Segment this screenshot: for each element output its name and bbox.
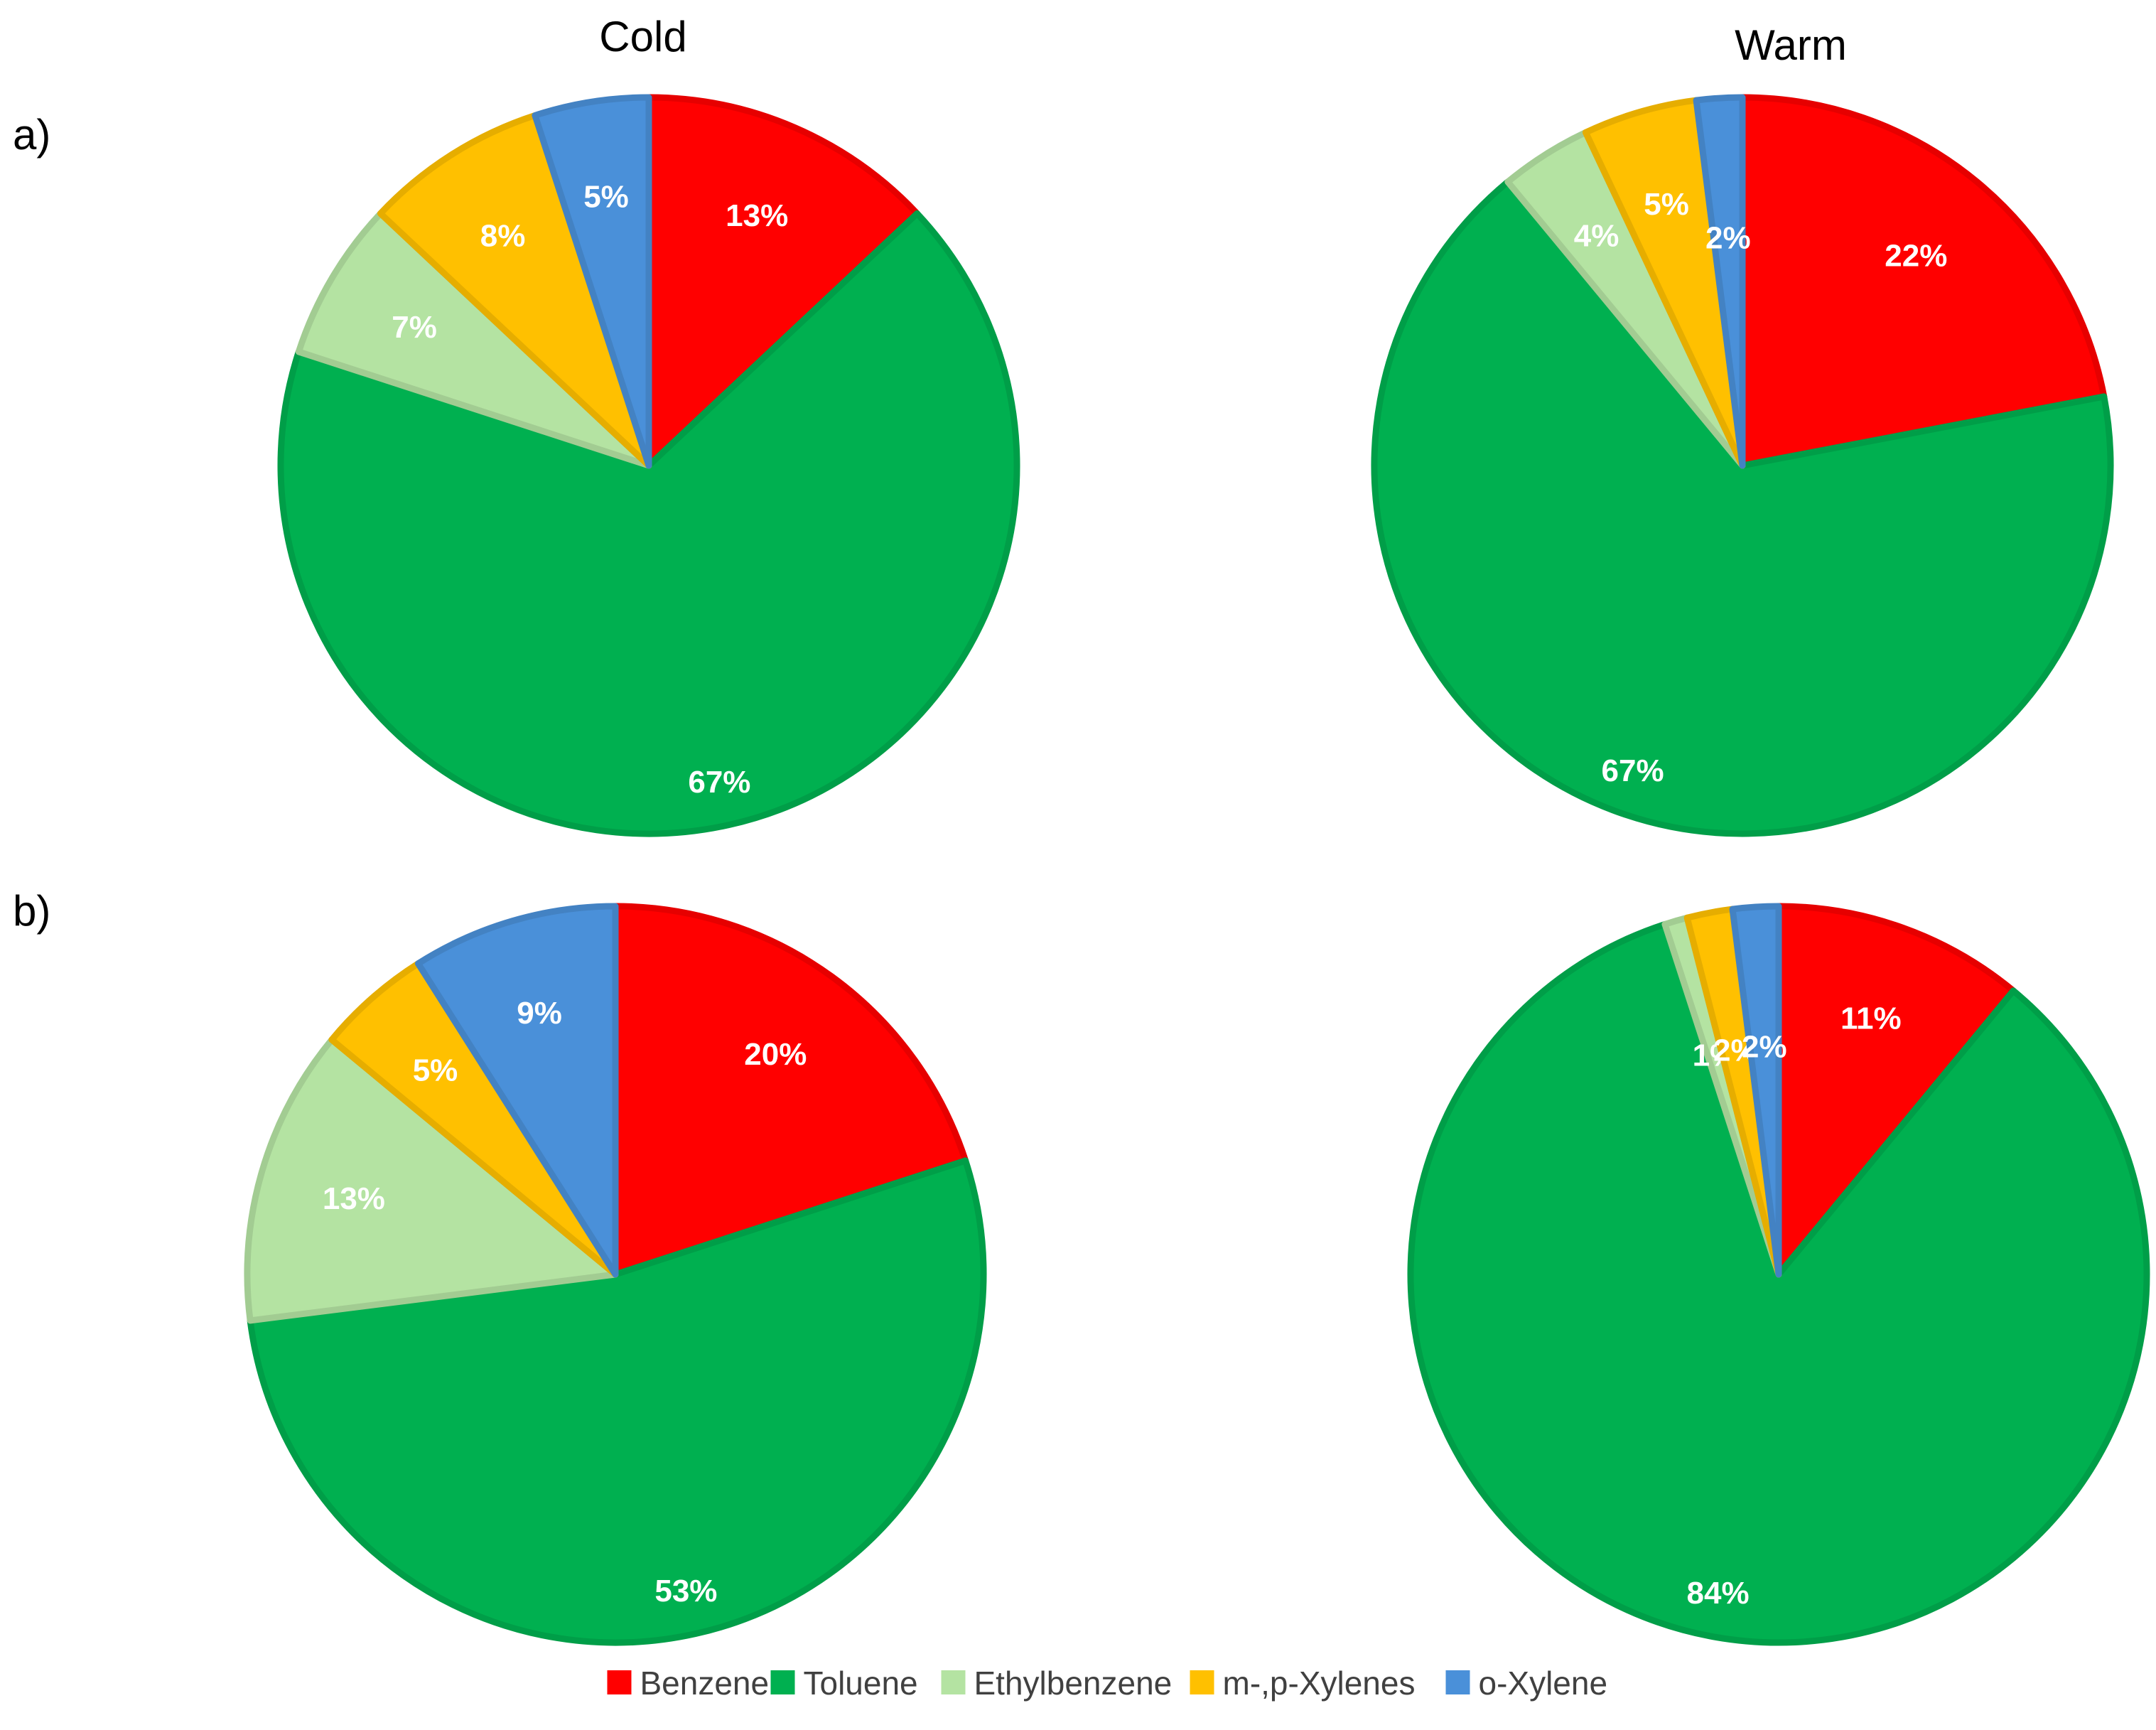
- pie-slice-ethylbenzene: [295, 210, 652, 469]
- data-label-benzene: 22%: [1885, 239, 1947, 274]
- legend-label-toluene: Toluene: [804, 1665, 918, 1702]
- data-label-o-xylene: 2%: [1742, 1030, 1787, 1065]
- pie-slice-toluene: [277, 210, 1020, 837]
- legend: Benzene Toluene Ethylbenzene m-,p-Xylenes o-…: [607, 1665, 1608, 1702]
- data-label-m-p-xylenes: 5%: [413, 1053, 458, 1088]
- data-label-benzene: 13%: [726, 198, 788, 233]
- legend-swatch-o-xylene: [1445, 1670, 1470, 1694]
- pie-slice-ethylbenzene: [244, 1036, 619, 1324]
- data-label-ethylbenzene: 13%: [323, 1181, 385, 1216]
- legend-swatch-toluene: [770, 1670, 795, 1694]
- data-label-toluene: 67%: [1602, 753, 1664, 788]
- pie-a-cold: 13% 67% 7% 8% 5%: [277, 94, 1020, 837]
- pie-slice-toluene: [1407, 920, 2150, 1646]
- data-label-m-p-xylenes: 5%: [1644, 187, 1689, 222]
- legend-swatch-m-p-xylenes: [1190, 1670, 1214, 1694]
- legend-swatch-ethylbenzene: [941, 1670, 966, 1694]
- data-label-ethylbenzene: 4%: [1574, 218, 1619, 253]
- data-label-benzene: 20%: [744, 1037, 807, 1072]
- legend-label-o-xylene: o-Xylene: [1479, 1665, 1608, 1702]
- data-label-toluene: 53%: [654, 1574, 717, 1608]
- column-title-cold: Cold: [599, 13, 686, 60]
- legend-label-m-p-xylenes: m-,p-Xylenes: [1223, 1665, 1416, 1702]
- pie-slice-o-xylene: [532, 94, 652, 469]
- pie-slice-benzene: [1775, 903, 2017, 1278]
- legend-label-ethylbenzene: Ethylbenzene: [974, 1665, 1173, 1702]
- data-label-o-xylene: 9%: [517, 996, 562, 1031]
- legend-swatch-benzene: [607, 1670, 632, 1694]
- pie-slice-benzene: [612, 903, 969, 1278]
- pie-slice-toluene: [1371, 178, 2114, 837]
- pie-a-warm: 22% 67% 4% 5% 2%: [1371, 94, 2114, 837]
- data-label-benzene: 11%: [1840, 1001, 1902, 1036]
- column-title-warm: Warm: [1735, 21, 1847, 69]
- pie-b-warm: 11%84%1%2%2%: [1407, 903, 2150, 1646]
- pie-slice-o-xylene: [414, 903, 619, 1278]
- pie-slice-toluene: [247, 1157, 987, 1646]
- data-label-o-xylene: 2%: [1705, 221, 1751, 256]
- row-label-b: b): [13, 887, 50, 935]
- pie-b-cold: 20% 53% 13% 5% 9%: [244, 903, 987, 1646]
- data-label-toluene: 84%: [1687, 1576, 1750, 1611]
- pie-slice-benzene: [645, 94, 921, 469]
- pie-slice-o-xylene: [1729, 903, 1782, 1278]
- row-label-a: a): [13, 111, 50, 159]
- data-label-ethylbenzene: 7%: [392, 310, 437, 345]
- pie-slice-benzene: [1739, 94, 2108, 469]
- pie-slice-o-xylene: [1693, 94, 1746, 469]
- data-label-m-p-xylenes: 8%: [480, 218, 526, 253]
- data-label-o-xylene: 5%: [583, 179, 629, 214]
- data-label-toluene: 67%: [688, 765, 750, 800]
- pie-slice-m-p-xylenes: [377, 112, 652, 469]
- legend-label-benzene: Benzene: [640, 1665, 770, 1702]
